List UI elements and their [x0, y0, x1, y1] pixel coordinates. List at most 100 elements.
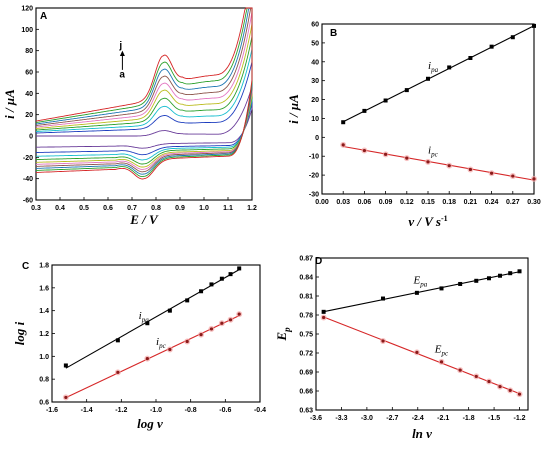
- y-tick-label: 10: [311, 116, 319, 123]
- x-tick-label: -3.0: [361, 415, 373, 422]
- y-tick-label: 1.8: [39, 263, 49, 270]
- x-tick-label: 0.8: [151, 205, 161, 212]
- data-point: [458, 281, 463, 286]
- data-point: [64, 395, 68, 400]
- x-tick-label: -3.3: [335, 415, 347, 422]
- data-point: [185, 298, 190, 303]
- data-point: [532, 177, 536, 181]
- cv-curve: [35, 48, 253, 161]
- y-tick-label: -10: [309, 154, 319, 161]
- y-tick-label: 100: [21, 27, 33, 34]
- y-tick-label: 1.2: [39, 331, 49, 338]
- series-label-subscript: pc: [158, 342, 167, 350]
- data-point: [168, 347, 172, 352]
- x-tick-label: 0.5: [79, 205, 89, 212]
- data-point: [220, 321, 224, 325]
- y-tick-label: 0: [29, 134, 33, 141]
- fit-line: [343, 145, 535, 181]
- x-tick-label: 0.6: [103, 205, 113, 212]
- cv-curve: [36, 61, 253, 156]
- y-tick-label: -20: [309, 173, 319, 180]
- y-tick-label: 0: [315, 135, 319, 142]
- series-label-subscript: pc: [440, 349, 449, 357]
- x-axis-label-text: ln v: [412, 426, 432, 441]
- series-label: Epa: [413, 274, 428, 288]
- x-tick-label: -1.2: [115, 407, 127, 414]
- series-pa: i pa: [63, 266, 242, 369]
- x-tick-label: 1.2: [247, 205, 257, 212]
- x-tick-label: 0.06: [358, 199, 372, 206]
- data-point: [185, 339, 189, 344]
- data-point: [517, 392, 522, 396]
- panel-letter: D: [315, 256, 322, 267]
- y-axis-label: log i: [12, 321, 27, 345]
- data-point: [362, 108, 367, 113]
- y-tick-label: 60: [311, 22, 319, 29]
- data-point: [474, 374, 478, 379]
- y-tick-label: 20: [25, 112, 33, 119]
- x-tick-label: 0.15: [421, 199, 435, 206]
- x-tick-label: -0.4: [254, 407, 266, 414]
- y-tick-label: 40: [25, 91, 33, 98]
- data-point: [447, 65, 452, 70]
- y-axis-label-text: log i: [12, 321, 27, 345]
- y-tick-label: 1.0: [39, 354, 49, 361]
- data-point: [508, 271, 513, 276]
- panel-B: 0.00 0.03 0.06 0.09 0.12 0.15 0.18 0.21 0.24 0.27…: [286, 22, 541, 230]
- data-point: [510, 35, 515, 40]
- panel-A: 0.3 0.4 0.5 0.6 0.7 0.8 0.9 1.0 1.1 1.2 -60 -40 -20 0…: [2, 6, 257, 228]
- panel-letter: C: [22, 261, 29, 272]
- annotation-a: a: [119, 69, 125, 80]
- x-tick-label: -0.8: [185, 407, 197, 414]
- data-point: [209, 282, 214, 287]
- data-point: [490, 171, 494, 175]
- data-point: [426, 160, 430, 164]
- x-axis-label: v / V s-1: [408, 214, 447, 229]
- data-point: [384, 152, 388, 156]
- cv-curve: [35, 7, 253, 178]
- panel-C: -1.6 -1.4 -1.2 -1.0 -0.8 -0.6 -0.4 0.6 0.8 1.0 1.2…: [12, 261, 266, 431]
- y-tick-label: -60: [23, 198, 33, 205]
- data-point: [362, 148, 366, 153]
- panel-D: -3.6 -3.3 -3.0 -2.7 -2.4 -2.1 -1.8 -1.5 -1.2 0.63…: [274, 256, 529, 441]
- series-pc: ipc: [62, 311, 243, 401]
- cv-curve: [35, 36, 253, 165]
- x-tick-label: 0.7: [127, 205, 137, 212]
- y-axis-label-text: i / μA: [286, 94, 301, 124]
- y-tick-label: 0.66: [299, 389, 313, 396]
- y-tick-label: 0.81: [299, 294, 313, 301]
- data-point: [219, 276, 224, 281]
- data-point: [228, 272, 233, 277]
- data-point: [405, 156, 409, 160]
- y-tick-label: 40: [311, 59, 319, 66]
- arrow-up-icon: [119, 50, 125, 56]
- y-tick-label: 0.8: [39, 377, 49, 384]
- x-tick-label: 0.21: [464, 199, 478, 206]
- x-tick-label: 1.0: [199, 205, 209, 212]
- data-point: [209, 327, 214, 331]
- series-label-name: i: [156, 336, 159, 348]
- data-point: [489, 44, 494, 49]
- fit-line: [342, 25, 535, 123]
- series-label: ipc: [156, 336, 167, 350]
- series-label: ipa: [139, 310, 150, 324]
- data-point: [532, 23, 536, 28]
- x-axis-label-text: E / V: [129, 212, 159, 227]
- series-label: ipc: [428, 144, 439, 158]
- data-point: [341, 120, 346, 125]
- x-tick-label: 0.9: [175, 205, 185, 212]
- series-label-subscript: pa: [141, 316, 150, 324]
- x-tick-label: -2.1: [437, 415, 449, 422]
- data-point: [498, 273, 503, 278]
- x-tick-label: -2.7: [386, 415, 398, 422]
- data-point: [322, 315, 326, 320]
- y-tick-label: 120: [21, 6, 33, 13]
- series-label: Epc: [434, 343, 449, 357]
- series-label-subscript: pa: [419, 280, 428, 288]
- series-pa: ipa: [341, 23, 536, 125]
- plot-frame: [51, 264, 261, 403]
- x-axis-label-text: v / V s: [408, 214, 441, 229]
- data-point: [487, 379, 491, 384]
- series-label-subscript: pa: [430, 66, 439, 74]
- x-axis-label-superscript: -1: [441, 214, 448, 223]
